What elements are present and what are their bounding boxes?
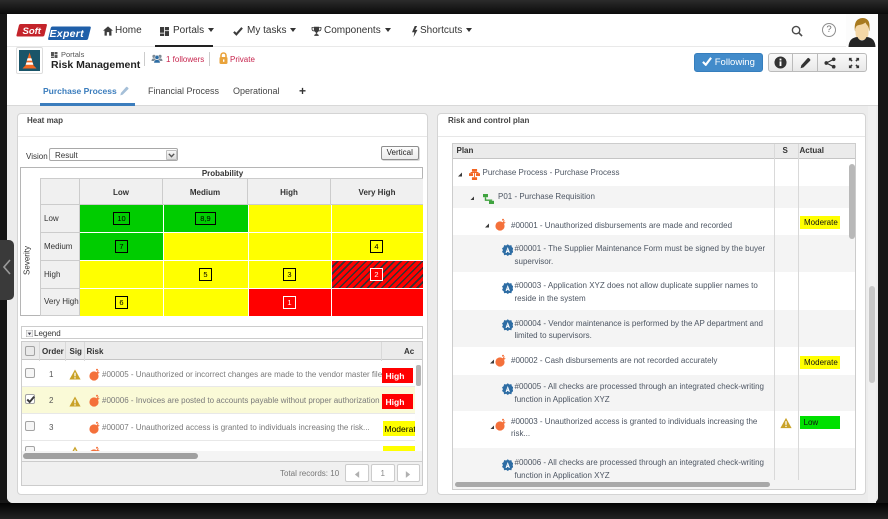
- svg-text:Soft: Soft: [23, 26, 42, 37]
- svg-text:Expert: Expert: [50, 28, 85, 40]
